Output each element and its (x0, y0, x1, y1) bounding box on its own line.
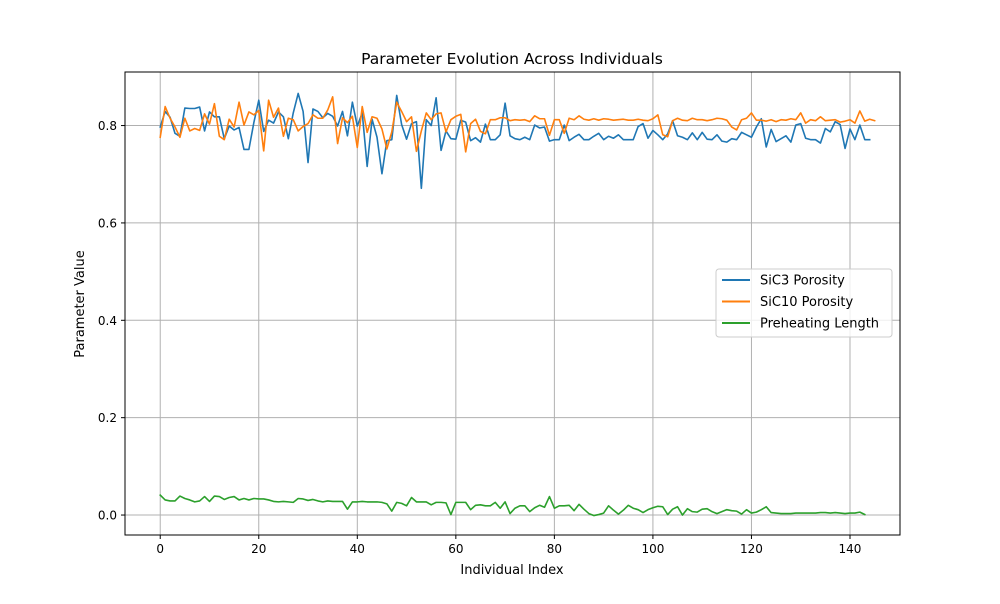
series-lines (159, 92, 876, 517)
x-axis-label: Individual Index (460, 563, 564, 578)
series-line-preheating-length (159, 493, 866, 517)
x-axis-ticks: 0 20 40 60 80 100 120 140 (156, 535, 861, 556)
y-axis-ticks: 0.0 0.2 0.4 0.6 0.8 (98, 119, 125, 523)
y-tick-label: 0.6 (98, 216, 117, 230)
x-tick-label: 0 (156, 542, 164, 556)
x-tick-label: 100 (641, 542, 664, 556)
x-tick-label: 140 (839, 542, 862, 556)
y-axis-label: Parameter Value (73, 250, 88, 357)
legend-box (715, 268, 893, 338)
x-tick-label: 80 (547, 542, 562, 556)
y-tick-label: 0.4 (98, 314, 117, 328)
legend-label: SiC10 Porosity (760, 295, 853, 310)
legend-label: SiC3 Porosity (760, 274, 845, 289)
x-tick-label: 120 (740, 542, 763, 556)
legend-label: Preheating Length (760, 317, 879, 332)
y-tick-label: 0.8 (98, 119, 117, 133)
y-tick-label: 0.0 (98, 509, 117, 523)
plot-area-frame (124, 71, 901, 536)
series-line-sic10-porosity (159, 96, 876, 153)
y-tick-label: 0.2 (98, 411, 117, 425)
legend: SiC3 Porosity SiC10 Porosity Preheating Le… (715, 268, 893, 338)
legend-entries: SiC3 Porosity SiC10 Porosity Preheating Le… (722, 274, 879, 332)
chart-title: Parameter Evolution Across Individuals (361, 50, 663, 68)
x-tick-label: 40 (350, 542, 365, 556)
x-tick-label: 20 (251, 542, 266, 556)
x-tick-label: 60 (448, 542, 463, 556)
